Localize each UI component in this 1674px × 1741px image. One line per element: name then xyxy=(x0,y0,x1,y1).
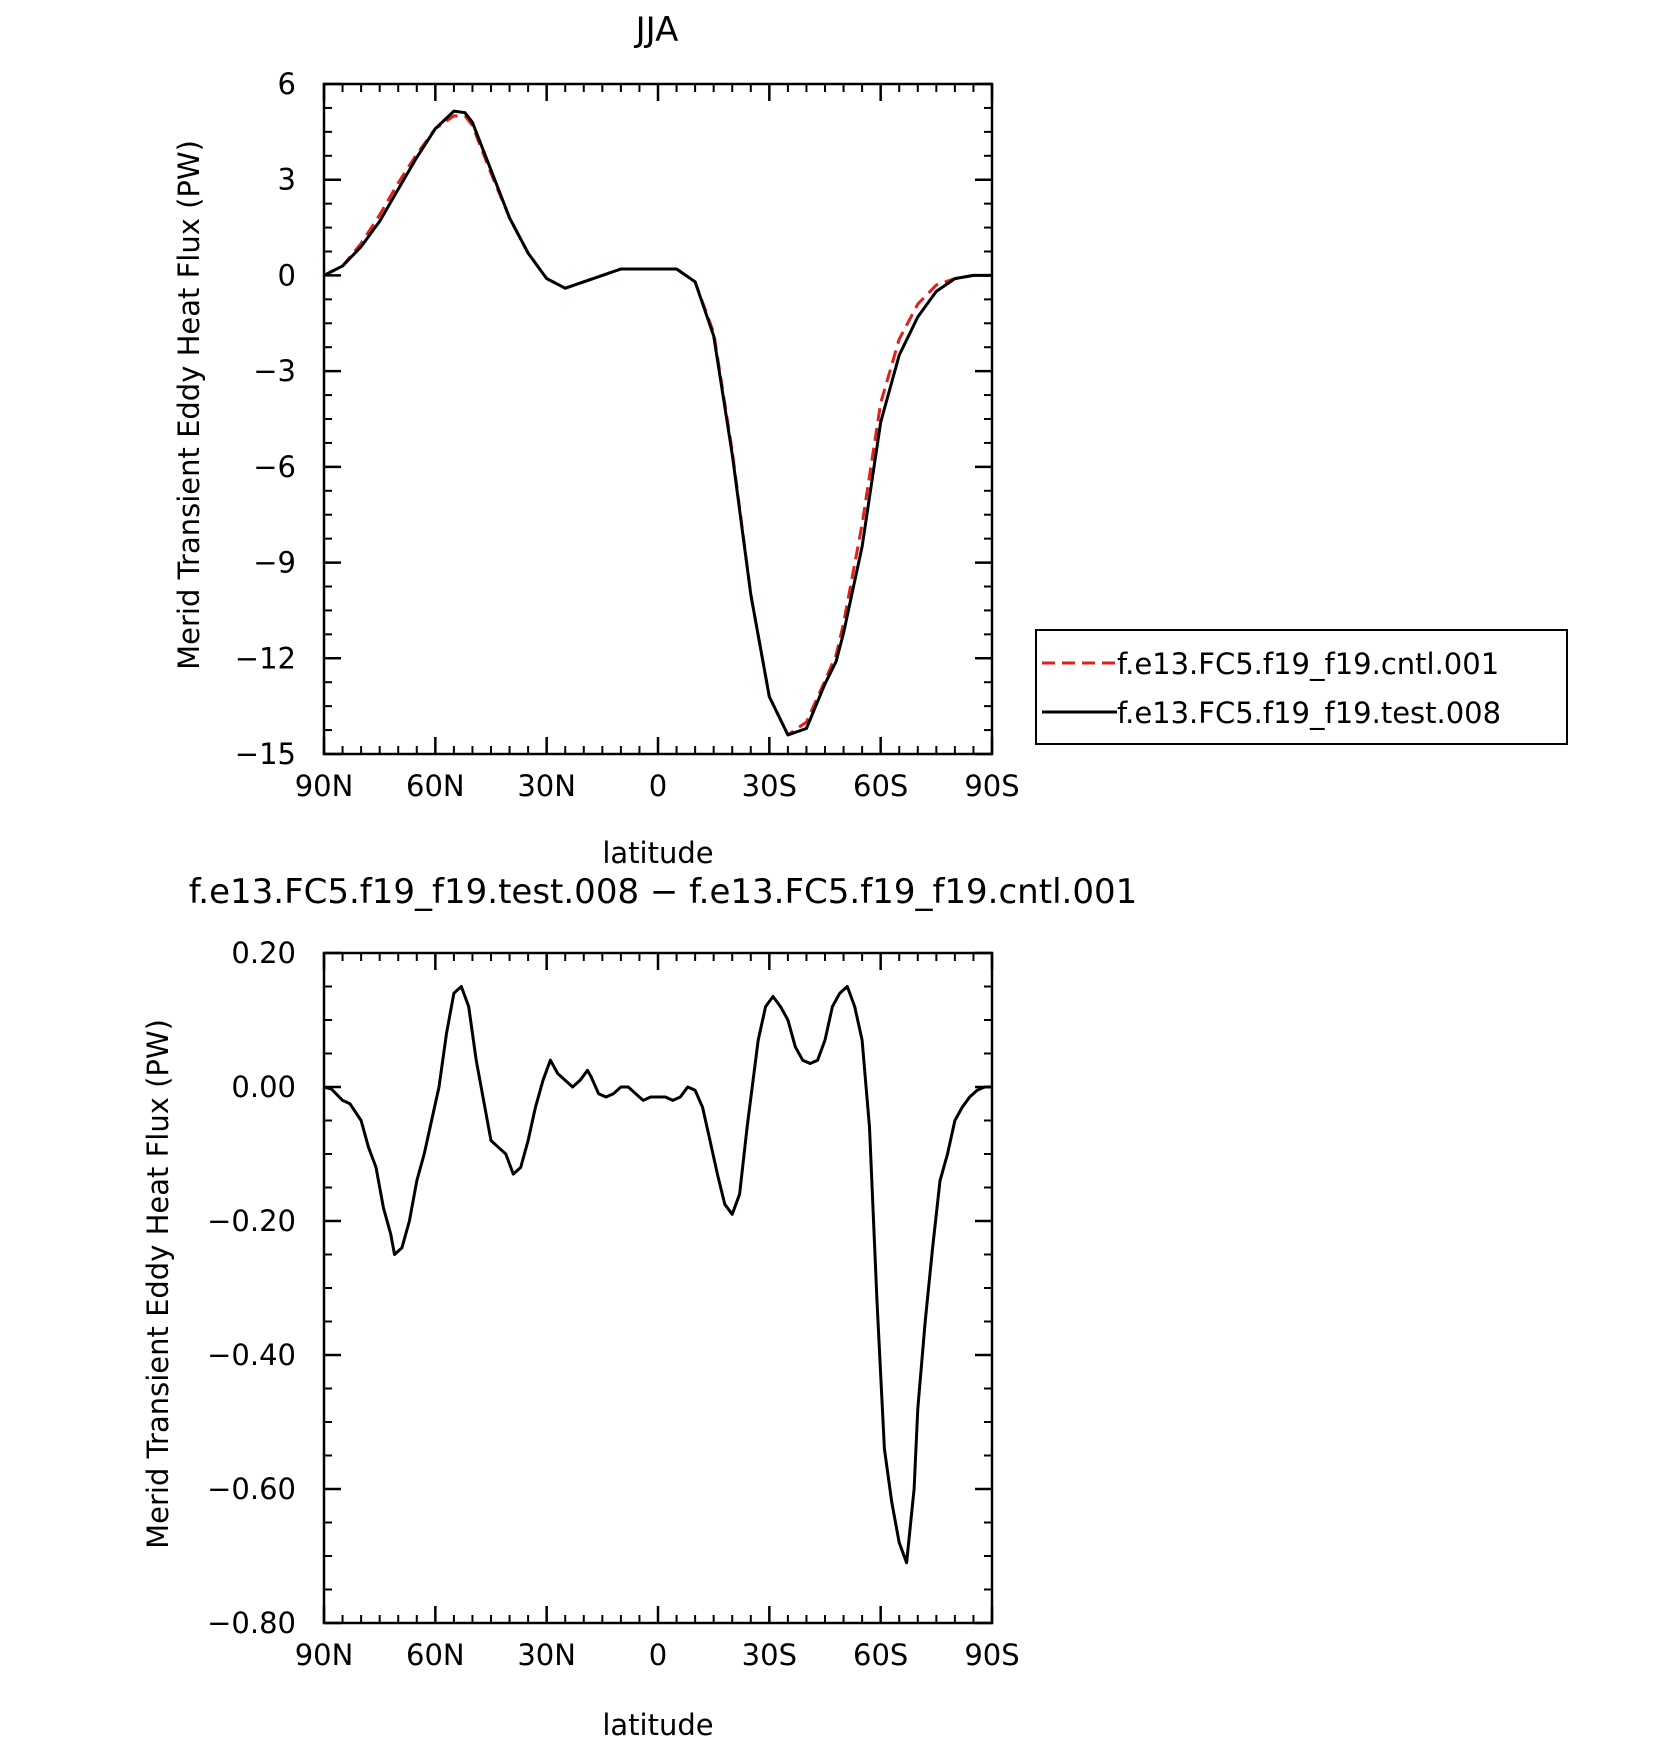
legend-label-cntl: f.e13.FC5.f19_f19.cntl.001 xyxy=(1117,647,1499,681)
y-tick-label: 0.20 xyxy=(231,936,296,970)
axis-ticks: 90N 60N 30N 0 30S 60S 90S 0.20 0.00 −0.20 −0.40 −0.… xyxy=(207,936,1020,1672)
y-tick-label: −6 xyxy=(253,450,296,484)
x-tick-label: 30S xyxy=(742,769,797,803)
x-tick-label: 60N xyxy=(406,1638,465,1672)
series-lines xyxy=(323,109,992,737)
series-line-difference xyxy=(323,985,992,1565)
x-tick-label: 60S xyxy=(853,1638,908,1672)
top-chart: JJA latitude Merid Transient Eddy Heat F… xyxy=(172,10,1568,870)
y-tick-label: −9 xyxy=(253,546,296,580)
x-tick-label: 60N xyxy=(406,769,465,803)
y-tick-label: −0.40 xyxy=(207,1338,296,1372)
legend-label-test: f.e13.FC5.f19_f19.test.008 xyxy=(1117,696,1501,730)
y-tick-label: 3 xyxy=(278,163,296,197)
series-lines xyxy=(323,985,992,1565)
y-axis-label: Merid Transient Eddy Heat Flux (PW) xyxy=(141,1019,175,1549)
x-tick-label: 90S xyxy=(964,1638,1019,1672)
x-axis-label: latitude xyxy=(602,1708,713,1741)
x-tick-label: 30N xyxy=(517,1638,576,1672)
y-tick-label: 0 xyxy=(278,258,296,292)
x-tick-label: 60S xyxy=(853,769,908,803)
y-tick-label: −3 xyxy=(253,354,296,388)
x-axis-label: latitude xyxy=(602,836,713,870)
chart-title: JJA xyxy=(634,10,679,50)
legend: f.e13.FC5.f19_f19.cntl.001 f.e13.FC5.f19… xyxy=(1035,629,1568,745)
x-tick-label: 0 xyxy=(649,1638,667,1672)
bottom-chart: f.e13.FC5.f19_f19.test.008 − f.e13.FC5.f… xyxy=(141,872,1137,1741)
x-tick-label: 90N xyxy=(295,769,354,803)
x-tick-label: 90N xyxy=(295,1638,354,1672)
y-tick-label: −15 xyxy=(235,737,296,771)
legend-box xyxy=(1035,629,1568,745)
x-tick-label: 90S xyxy=(964,769,1019,803)
y-tick-label: 0.00 xyxy=(231,1070,296,1104)
x-tick-label: 30S xyxy=(742,1638,797,1672)
y-tick-label: −0.20 xyxy=(207,1204,296,1238)
plot-frame xyxy=(322,951,994,1625)
y-axis-label: Merid Transient Eddy Heat Flux (PW) xyxy=(172,140,206,670)
series-line-test-008 xyxy=(323,109,992,737)
y-tick-label: −0.60 xyxy=(207,1472,296,1506)
chart-title: f.e13.FC5.f19_f19.test.008 − f.e13.FC5.f… xyxy=(189,872,1137,912)
plot-frame xyxy=(322,82,994,756)
y-tick-label: −12 xyxy=(235,641,296,675)
x-tick-label: 0 xyxy=(649,769,667,803)
y-tick-label: −0.80 xyxy=(207,1606,296,1640)
axis-ticks: 90N 60N 30N 0 30S 60S 90S 6 3 0 −3 −6 −9 −12 −15 xyxy=(235,67,1020,803)
y-tick-label: 6 xyxy=(278,67,296,101)
x-tick-label: 30N xyxy=(517,769,576,803)
series-line-cntl-001 xyxy=(323,114,992,737)
